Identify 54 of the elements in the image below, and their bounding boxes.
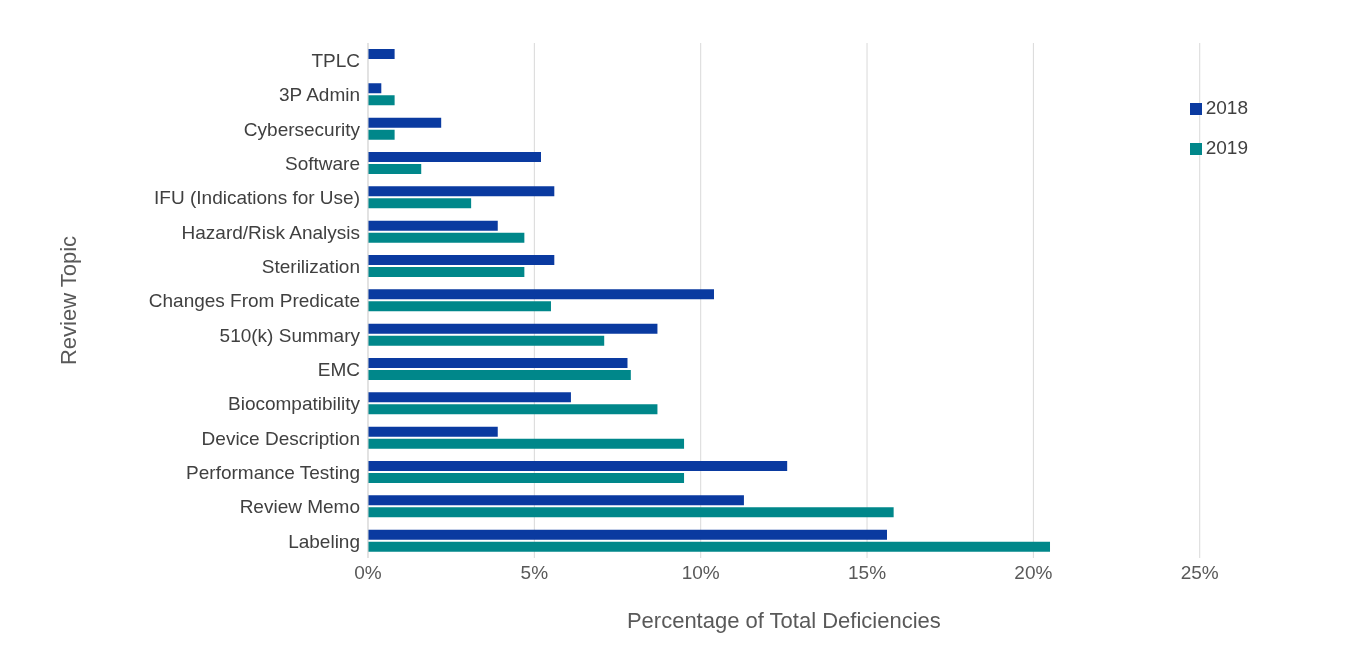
- bar: [368, 529, 887, 540]
- x-tick-label: 20%: [1014, 562, 1053, 584]
- bar: [368, 301, 551, 312]
- y-tick-label: 510(k) Summary: [219, 324, 361, 346]
- bar: [368, 164, 422, 174]
- y-tick-label: IFU (Indications for Use): [154, 187, 360, 209]
- bar: [368, 473, 685, 483]
- y-tick-label: Review Memo: [239, 496, 360, 518]
- bar: [368, 438, 685, 449]
- y-tick-label: Biocompatibility: [228, 393, 361, 415]
- y-tick-label: Cybersecurity: [243, 118, 361, 140]
- y-tick-label: Hazard/Risk Analysis: [181, 221, 360, 243]
- bar: [368, 541, 1051, 552]
- y-tick-label: Changes From Predicate: [148, 290, 360, 312]
- x-tick-label: 10%: [681, 562, 720, 584]
- bar: [368, 267, 525, 277]
- bar: [368, 95, 395, 106]
- bar: [368, 335, 605, 346]
- y-tick-label: Sterilization: [261, 255, 360, 277]
- x-tick-label: 5%: [520, 562, 549, 584]
- bar: [368, 129, 395, 140]
- bar: [368, 186, 555, 197]
- y-tick-label: EMC: [317, 358, 360, 380]
- bar: [368, 507, 894, 518]
- bar: [368, 358, 628, 368]
- y-tick-label: Device Description: [201, 427, 360, 449]
- legend-label: 2018: [1205, 97, 1248, 118]
- x-tick-label: 0%: [354, 562, 382, 584]
- legend-label: 2019: [1205, 137, 1248, 158]
- bar: [368, 370, 631, 380]
- x-tick-label: 15%: [848, 562, 887, 584]
- y-tick-label: TPLC: [311, 49, 360, 71]
- bar: [368, 117, 442, 128]
- bar: [368, 49, 395, 59]
- x-axis-title: Percentage of Total Deficiencies: [626, 608, 941, 633]
- bar: [368, 220, 498, 231]
- bar: [368, 323, 658, 334]
- y-tick-label: 3P Admin: [279, 84, 360, 106]
- y-tick-label: Software: [285, 152, 360, 174]
- y-axis-title: Review Topic: [55, 235, 81, 366]
- bar: [368, 404, 658, 415]
- y-tick-label: Performance Testing: [186, 461, 360, 483]
- bar: [368, 426, 498, 437]
- y-tick-label: Labeling: [288, 530, 360, 552]
- bar: [368, 198, 472, 209]
- bar: [368, 152, 541, 162]
- bar: [368, 461, 788, 471]
- bar: [368, 289, 714, 300]
- bar: [368, 83, 382, 94]
- x-tick-label: 25%: [1180, 562, 1219, 584]
- bar: [368, 495, 744, 506]
- bar: [368, 232, 525, 243]
- bar: [368, 255, 555, 265]
- bar: [368, 392, 571, 403]
